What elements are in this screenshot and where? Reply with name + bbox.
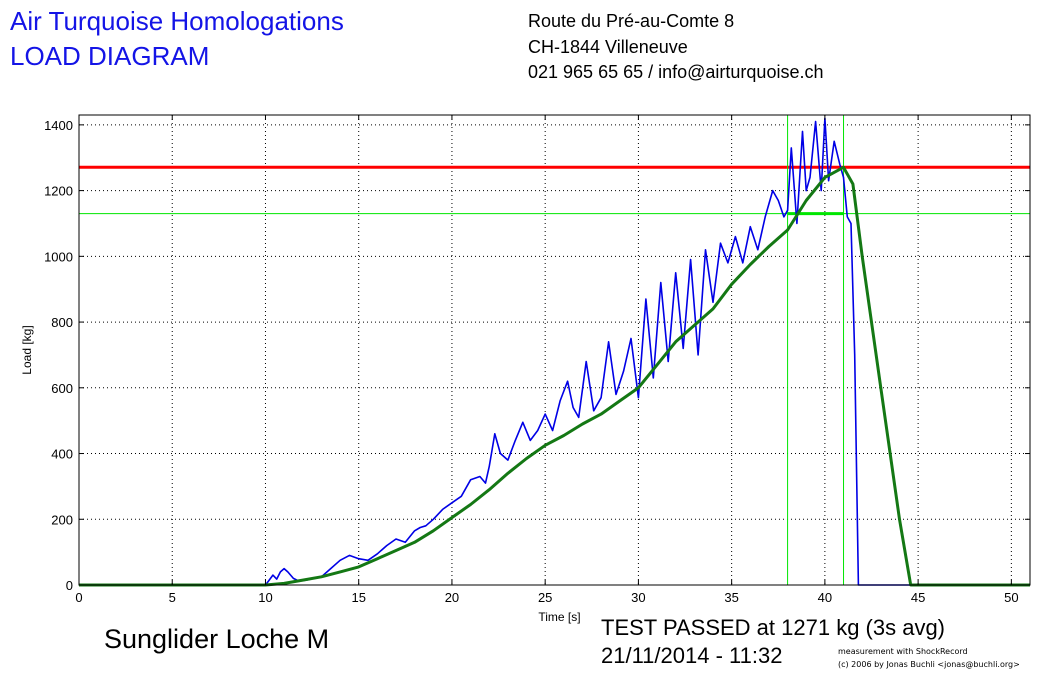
x-tick-label: 45 bbox=[911, 590, 925, 605]
grid bbox=[78, 115, 1030, 586]
y-tick-label: 400 bbox=[51, 447, 73, 462]
y-tick-label: 0 bbox=[66, 578, 73, 593]
reference-lines bbox=[79, 115, 1030, 585]
x-tick-label: 15 bbox=[351, 590, 365, 605]
test-datetime: 21/11/2014 - 11:32 bbox=[601, 643, 783, 668]
x-tick-label: 35 bbox=[724, 590, 738, 605]
x-tick-label: 20 bbox=[445, 590, 459, 605]
address-street: Route du Pré-au-Comte 8 bbox=[528, 11, 735, 31]
y-tick-label: 800 bbox=[51, 315, 73, 330]
y-tick-label: 600 bbox=[51, 381, 73, 396]
x-tick-label: 10 bbox=[258, 590, 272, 605]
y-axis-label: Load [kg] bbox=[20, 325, 34, 374]
address-contact: 021 965 65 65 / info@airturquoise.ch bbox=[528, 62, 824, 82]
axis-ticks: 0 5 10 15 20 25 30 35 40 45 50 0 200 400 600 800 1000 120… bbox=[44, 115, 1030, 605]
y-tick-label: 200 bbox=[51, 512, 73, 527]
x-tick-label: 50 bbox=[1004, 590, 1018, 605]
y-tick-label: 1000 bbox=[44, 249, 73, 264]
y-tick-label: 1400 bbox=[44, 118, 73, 133]
x-tick-label: 0 bbox=[75, 590, 82, 605]
x-tick-label: 5 bbox=[169, 590, 176, 605]
org-name: Air Turquoise Homologations bbox=[10, 6, 344, 36]
raw-load-line bbox=[79, 117, 1030, 586]
x-tick-label: 25 bbox=[538, 590, 552, 605]
credit-measurement: measurement with ShockRecord bbox=[838, 647, 968, 656]
plot-frame bbox=[78, 114, 1031, 586]
y-tick-label: 1200 bbox=[44, 184, 73, 199]
x-tick-label: 30 bbox=[631, 590, 645, 605]
report-title: LOAD DIAGRAM bbox=[10, 41, 210, 71]
address-city: CH-1844 Villeneuve bbox=[528, 37, 688, 57]
x-tick-label: 40 bbox=[818, 590, 832, 605]
credit-copyright: (c) 2006 by Jonas Buchli <jonas@buchli.o… bbox=[838, 660, 1020, 669]
test-result: TEST PASSED at 1271 kg (3s avg) bbox=[601, 615, 946, 640]
glider-name: Sunglider Loche M bbox=[104, 624, 330, 654]
x-axis-label: Time [s] bbox=[538, 610, 580, 624]
series-layer bbox=[79, 117, 1030, 587]
average-load-line bbox=[79, 165, 1030, 587]
